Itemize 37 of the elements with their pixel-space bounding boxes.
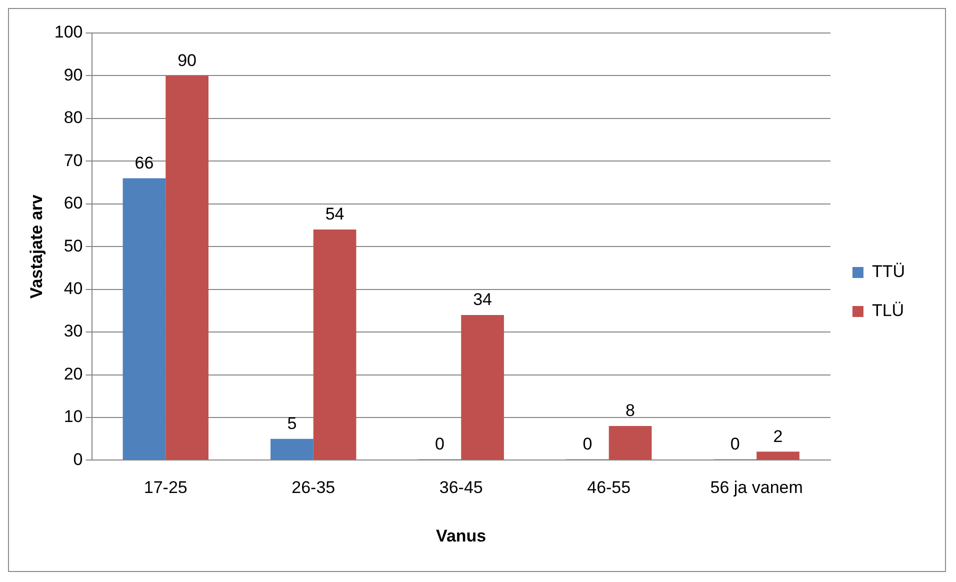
bar	[122, 178, 166, 460]
y-tick-label: 70	[64, 150, 83, 170]
data-label: 2	[773, 426, 783, 446]
y-tick-label: 60	[64, 194, 83, 213]
y-tick-label: 50	[64, 236, 83, 256]
data-label: 0	[730, 434, 740, 454]
x-tick-label: 17-25	[144, 478, 188, 498]
x-tick-label: 56 ja vanem	[710, 478, 803, 498]
y-axis-title: Vastajate arv	[26, 194, 46, 299]
x-tick-label: 46-55	[587, 478, 631, 498]
y-tick-label: 20	[64, 364, 83, 384]
y-tick-label: 90	[64, 65, 83, 84]
data-label: 5	[287, 414, 297, 434]
data-label: 0	[582, 434, 592, 454]
bar	[608, 426, 652, 460]
bar	[313, 230, 356, 460]
x-tick-label: 26-35	[292, 478, 336, 498]
data-label: 0	[434, 434, 444, 454]
y-tick-label: 80	[64, 108, 83, 128]
data-label: 66	[134, 153, 154, 172]
x-tick-label: 36-45	[439, 478, 483, 498]
data-label: 90	[178, 50, 197, 70]
y-tick-label: 10	[64, 407, 83, 426]
data-label: 8	[626, 401, 636, 420]
y-tick-label: 0	[73, 450, 83, 469]
x-axis-title: Vanus	[436, 526, 486, 546]
y-tick-label: 30	[64, 322, 83, 341]
data-label: 34	[473, 290, 492, 310]
bar	[756, 452, 800, 460]
bar	[461, 314, 504, 460]
data-label: 54	[325, 204, 344, 224]
bar	[270, 438, 314, 460]
y-tick-label: 100	[54, 22, 83, 42]
legend-label: TLÜ	[872, 301, 904, 320]
y-tick-label: 40	[64, 279, 83, 298]
bar	[166, 76, 208, 460]
legend-label: TTÜ	[872, 262, 905, 282]
